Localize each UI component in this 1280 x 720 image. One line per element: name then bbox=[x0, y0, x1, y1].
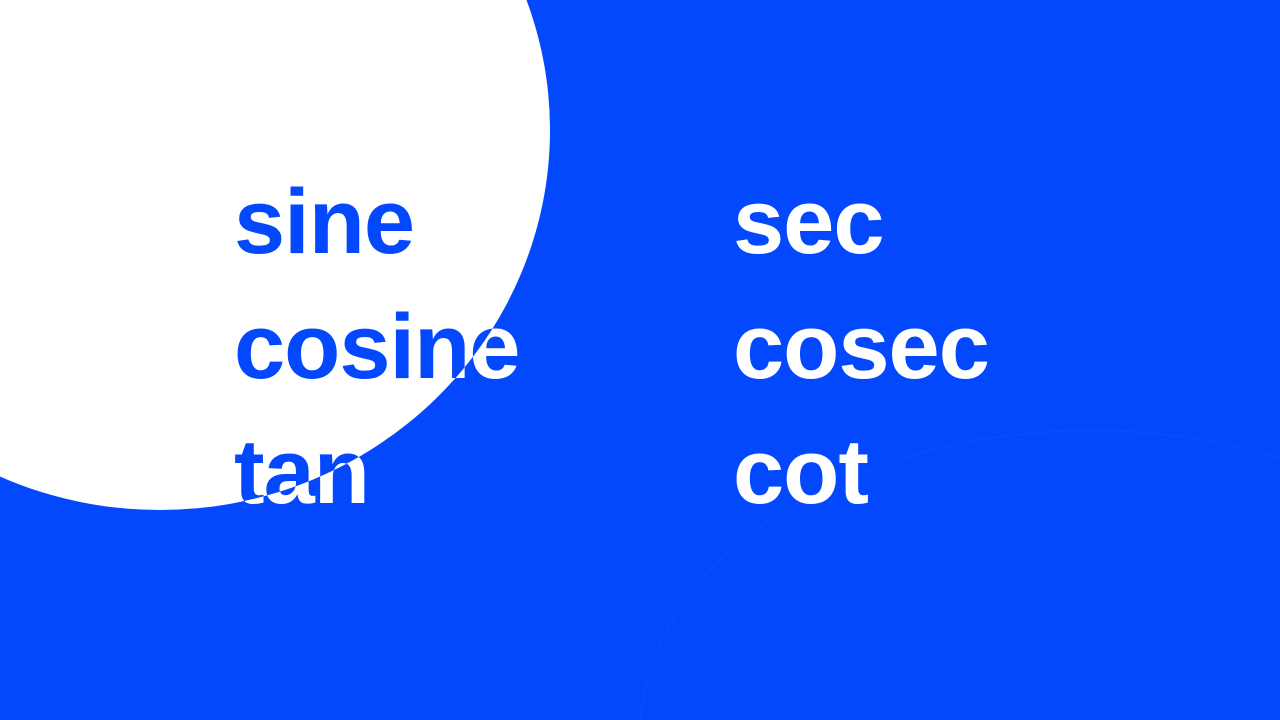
word-tan-on-white: tan bbox=[234, 421, 370, 510]
word-cot: cot bbox=[733, 421, 869, 523]
white-circle: sine cosine tan bbox=[0, 0, 550, 510]
text-layer-on-white: sine cosine tan bbox=[0, 0, 550, 510]
word-sec: sec bbox=[733, 171, 884, 273]
word-cosine-on-white: cosine bbox=[234, 296, 520, 398]
word-cosec: cosec bbox=[733, 296, 990, 398]
word-sine-on-white: sine bbox=[234, 171, 415, 273]
